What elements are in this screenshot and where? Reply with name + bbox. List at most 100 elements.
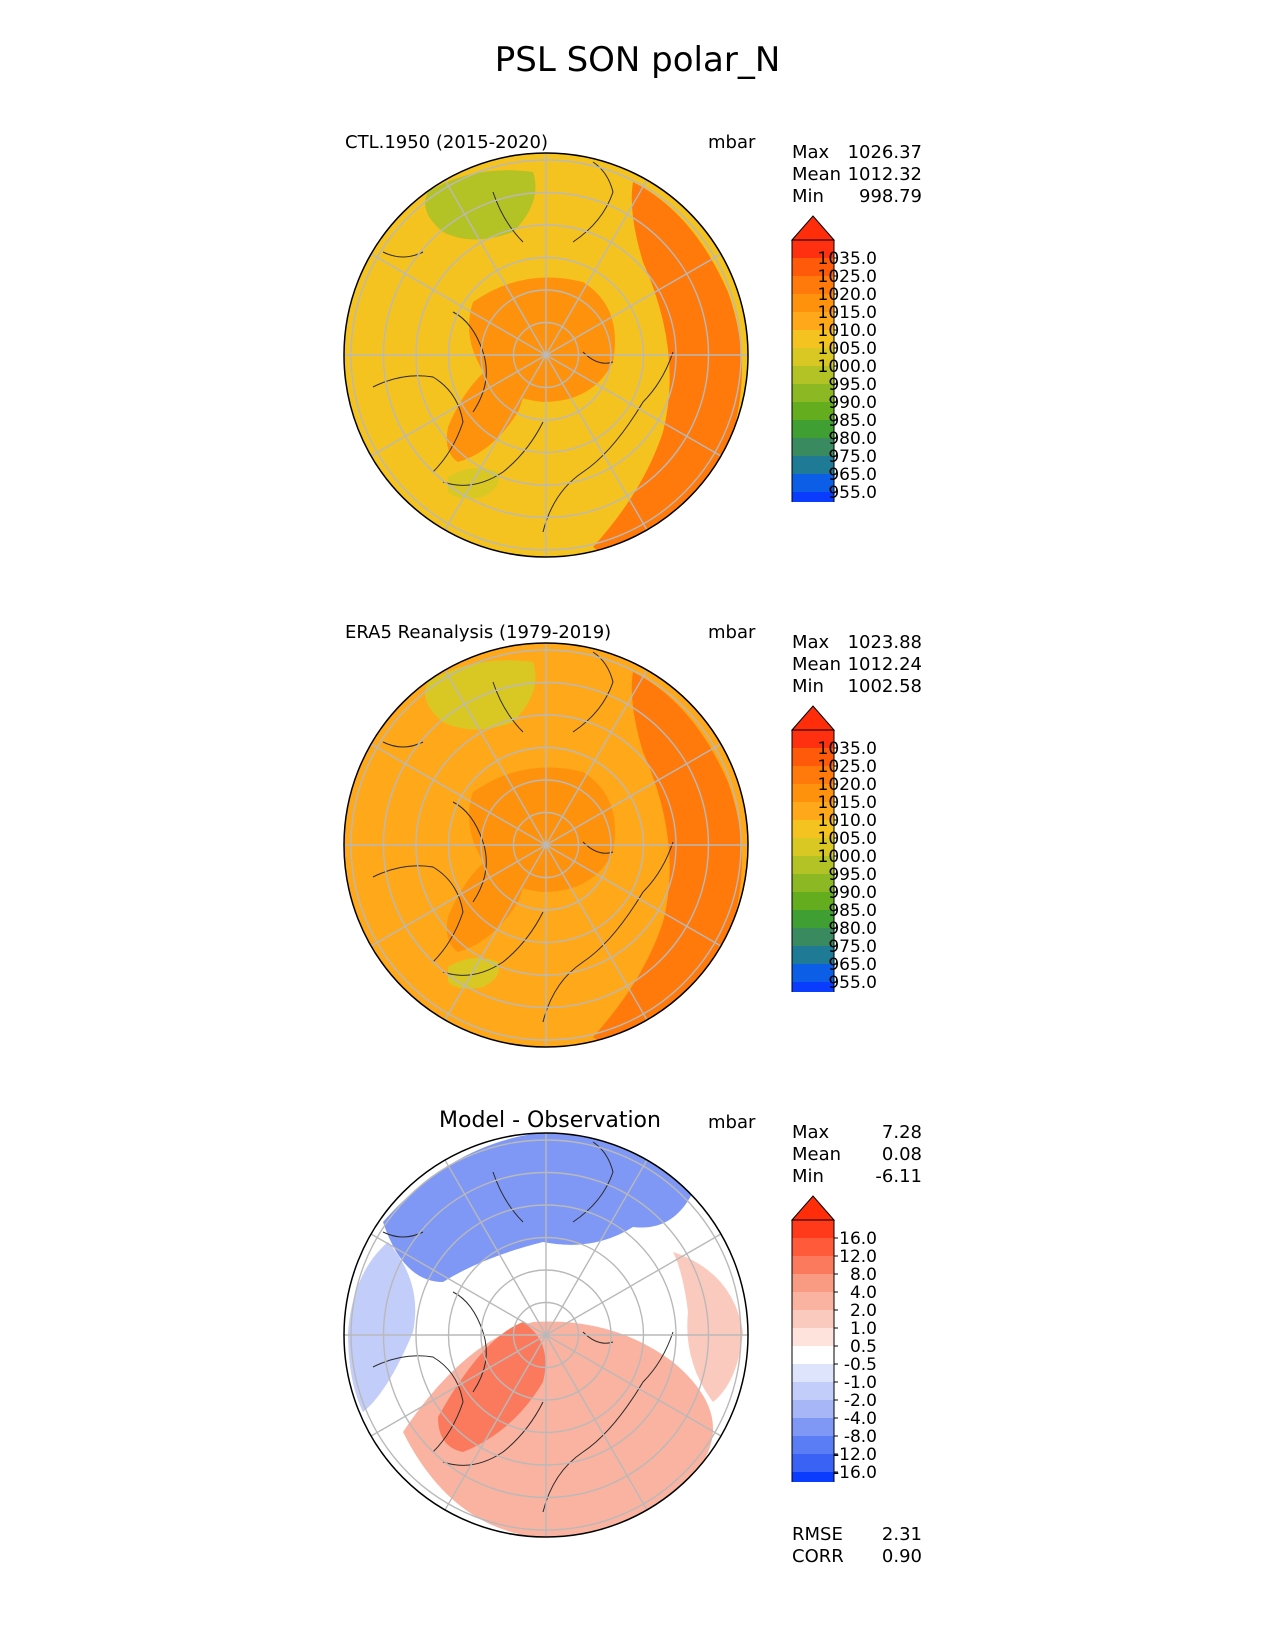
colorbar-tick-label: 16.0 — [839, 1229, 877, 1249]
panel-label: Model - Observation — [0, 1108, 1100, 1133]
colorbar-segment — [792, 1418, 834, 1436]
stat-value: 7.28 — [882, 1122, 922, 1144]
extra-stats: RMSE 2.31 CORR 0.90 — [792, 1524, 922, 1568]
colorbar-segment — [792, 1238, 834, 1256]
colorbar-tick-label: 1020.0 — [818, 285, 877, 305]
colorbar-segment — [792, 1454, 834, 1472]
colorbar-tick-label: 1.0 — [850, 1319, 877, 1339]
colorbar-segment — [792, 1310, 834, 1328]
stat-value: 1012.24 — [848, 654, 922, 676]
stat-rmse: RMSE 2.31 — [792, 1524, 922, 1546]
colorbar-tick-label: 1000.0 — [818, 847, 877, 867]
stat-mean: Mean 1012.32 — [792, 164, 922, 186]
colorbar-tick-label: 1025.0 — [818, 757, 877, 777]
stat-value: 0.08 — [882, 1144, 922, 1166]
field-layer — [343, 152, 749, 558]
colorbar-segment — [792, 1472, 834, 1482]
colorbar-segment — [792, 1400, 834, 1418]
figure-title: PSL SON polar_N — [0, 40, 1275, 80]
stat-name: Min — [792, 1166, 824, 1188]
colorbar: 1035.01025.01020.01015.01010.01005.01000… — [790, 212, 880, 502]
colorbar-tick-label: -8.0 — [844, 1427, 877, 1447]
colorbar-tick-label: 995.0 — [828, 375, 877, 395]
colorbar-tick-label: -0.5 — [844, 1355, 877, 1375]
stats-box: Max 1023.88 Mean 1012.24 Min 1002.58 — [792, 632, 922, 698]
panel-label: CTL.1950 (2015-2020) — [345, 132, 548, 153]
colorbar-tick-label: -2.0 — [844, 1391, 877, 1411]
colorbar-tick-label: -12.0 — [833, 1445, 877, 1465]
stat-value: 1012.32 — [848, 164, 922, 186]
colorbar-tick-label: 990.0 — [828, 883, 877, 903]
units-label: mbar — [708, 132, 755, 153]
stat-value: 1002.58 — [848, 676, 922, 698]
colorbar-tick-label: 1010.0 — [818, 811, 877, 831]
stat-mean: Mean 1012.24 — [792, 654, 922, 676]
stat-value: -6.11 — [875, 1166, 922, 1188]
field-layer — [343, 642, 749, 1048]
colorbar-tick-label: 8.0 — [850, 1265, 877, 1285]
colorbar-segment — [792, 1346, 834, 1364]
stat-name: Mean — [792, 164, 841, 186]
stats-box: Max 7.28 Mean 0.08 Min -6.11 — [792, 1122, 922, 1188]
colorbar-extend-top — [792, 1196, 834, 1220]
colorbar: 16.012.08.04.02.01.00.5-0.5-1.0-2.0-4.0-… — [790, 1192, 880, 1482]
colorbar-tick-label: 1015.0 — [818, 793, 877, 813]
stat-name: Min — [792, 186, 824, 208]
stat-name: Mean — [792, 1144, 841, 1166]
polar-map — [343, 1132, 749, 1538]
colorbar-segment — [792, 1256, 834, 1274]
panel-model: CTL.1950 (2015-2020) mbar Max 1026.37 Mea… — [0, 132, 1275, 602]
colorbar-tick-label: 995.0 — [828, 865, 877, 885]
colorbar-tick-label: 1005.0 — [818, 829, 877, 849]
panel-label: ERA5 Reanalysis (1979-2019) — [345, 622, 611, 643]
colorbar-tick-label: 965.0 — [828, 955, 877, 975]
colorbar-tick-label: 4.0 — [850, 1283, 877, 1303]
stat-value: 1026.37 — [848, 142, 922, 164]
units-label: mbar — [708, 622, 755, 643]
stat-value: 1023.88 — [848, 632, 922, 654]
stat-name: CORR — [792, 1546, 844, 1568]
stat-name: Max — [792, 632, 829, 654]
colorbar-tick-label: 12.0 — [839, 1247, 877, 1267]
stat-name: Min — [792, 676, 824, 698]
colorbar-segment — [792, 1220, 834, 1238]
colorbar-tick-label: 1000.0 — [818, 357, 877, 377]
colorbar-tick-label: 1005.0 — [818, 339, 877, 359]
colorbar-tick-label: 1035.0 — [818, 739, 877, 759]
colorbar-tick-label: 980.0 — [828, 429, 877, 449]
panel-obs: ERA5 Reanalysis (1979-2019) mbar Max 1023… — [0, 622, 1275, 1092]
units-label: mbar — [708, 1112, 755, 1133]
colorbar-tick-label: 1010.0 — [818, 321, 877, 341]
colorbar-segment — [792, 1364, 834, 1382]
colorbar-extend-top — [792, 706, 834, 730]
colorbar-tick-label: -16.0 — [833, 1463, 877, 1482]
colorbar-segment — [792, 1382, 834, 1400]
colorbar-tick-label: 975.0 — [828, 937, 877, 957]
colorbar: 1035.01025.01020.01015.01010.01005.01000… — [790, 702, 880, 992]
stat-value: 998.79 — [859, 186, 922, 208]
colorbar-tick-label: 1020.0 — [818, 775, 877, 795]
colorbar-tick-label: 985.0 — [828, 901, 877, 921]
colorbar-tick-label: 955.0 — [828, 483, 877, 502]
colorbar-tick-label: 955.0 — [828, 973, 877, 992]
polar-map — [343, 152, 749, 558]
colorbar-segment — [792, 1292, 834, 1310]
colorbar-segment — [792, 1328, 834, 1346]
colorbar-tick-label: 1035.0 — [818, 249, 877, 269]
colorbar-tick-label: 985.0 — [828, 411, 877, 431]
colorbar-segment — [792, 1436, 834, 1454]
stat-name: Max — [792, 142, 829, 164]
stats-box: Max 1026.37 Mean 1012.32 Min 998.79 — [792, 142, 922, 208]
stat-max: Max 1023.88 — [792, 632, 922, 654]
stat-name: Max — [792, 1122, 829, 1144]
stat-value: 2.31 — [882, 1524, 922, 1546]
stat-name: RMSE — [792, 1524, 843, 1546]
stat-name: Mean — [792, 654, 841, 676]
stat-max: Max 7.28 — [792, 1122, 922, 1144]
colorbar-tick-label: 1015.0 — [818, 303, 877, 323]
colorbar-tick-label: 0.5 — [850, 1337, 877, 1357]
polar-map — [343, 642, 749, 1048]
stat-min: Min 998.79 — [792, 186, 922, 208]
colorbar-tick-label: 975.0 — [828, 447, 877, 467]
colorbar-extend-top — [792, 216, 834, 240]
